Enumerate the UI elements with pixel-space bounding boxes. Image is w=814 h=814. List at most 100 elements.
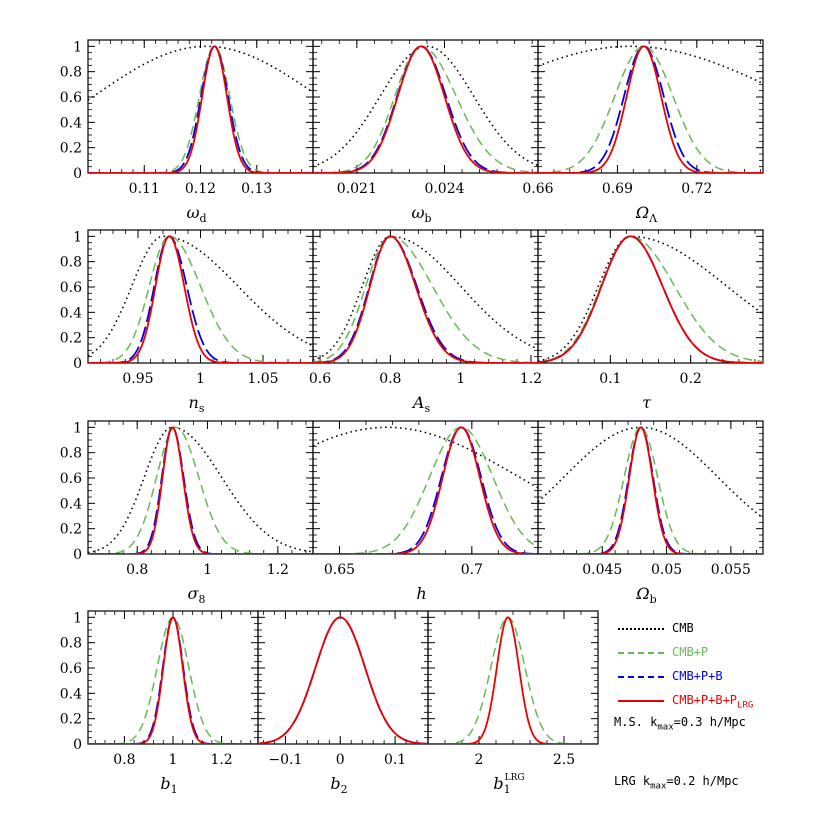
curve-cmb-p-b-plrg (428, 616, 598, 744)
x-axis-label: ns (189, 393, 205, 415)
x-tick-label: 0.6 (309, 371, 331, 387)
note-ms-sub: max (657, 722, 674, 733)
y-tick-label: 0.8 (60, 65, 82, 81)
x-tick-label: 0.72 (681, 181, 712, 197)
x-tick-label: 1 (456, 371, 465, 387)
x-axis-label: ωd (186, 203, 206, 225)
x-tick-label: 0.12 (185, 181, 216, 197)
panel-frame (537, 229, 764, 364)
x-axis-label: b1 (160, 774, 177, 796)
curve-cmb (88, 426, 313, 554)
y-tick-label: 1 (73, 39, 82, 55)
curve-cmb-p-b-plrg (88, 235, 313, 363)
x-tick-label: 0.13 (241, 181, 272, 197)
panel-frame (537, 39, 764, 174)
x-tick-label: 1.05 (247, 371, 278, 387)
x-axis-label: h (416, 584, 426, 603)
curve-cmb (538, 235, 763, 362)
curve-cmb-p-b (313, 45, 538, 173)
x-tick-label: 1 (203, 562, 212, 578)
curve-cmb-p-b (313, 235, 538, 363)
legend-label-cmb-p: CMB+P (672, 645, 709, 659)
x-tick-label: 0.66 (522, 181, 553, 197)
panel-frame (312, 229, 539, 364)
curve-cmb-p (538, 235, 763, 363)
curve-cmb-p-b-plrg (538, 235, 763, 363)
x-tick-label: 0.045 (582, 562, 622, 578)
y-tick-label: 1 (73, 610, 82, 626)
panel-11: −0.1 0 0.1 b2 (257, 610, 429, 796)
legend: CMB CMB+P CMB+P+B CMB+P+B+PLRG (612, 618, 808, 714)
panel-10: 0 0.2 0.4 0.6 0.8 1 0.8 1 1.2 b1 (60, 610, 259, 796)
panel-frame (87, 610, 259, 745)
x-tick-label: 0.8 (126, 562, 148, 578)
y-tick-label: 0.2 (60, 712, 82, 728)
x-tick-label: 0 (336, 752, 345, 768)
legend-label-cmb-p-b-plrg: CMB+P+B+PLRG (672, 693, 753, 710)
note-lrg-kmax: LRG kmax=0.2 h/Mpc (614, 774, 739, 791)
y-tick-label: 0.6 (60, 280, 82, 296)
x-axis-label: b2 (330, 774, 347, 796)
y-tick-label: 0.2 (60, 141, 82, 157)
legend-swatch-cmb-p-b (618, 676, 664, 678)
curve-cmb-p (313, 45, 538, 173)
curve-cmb-p-b-plrg (538, 426, 763, 554)
curve-cmb (538, 426, 763, 519)
curve-cmb-p (88, 616, 258, 744)
panel-1: 0 0.2 0.4 0.6 0.8 1 0.11 0.12 0.13 ωd (60, 39, 314, 225)
curve-cmb-p (313, 235, 538, 363)
panel-3: 0.66 0.69 0.72 ΩΛ (522, 39, 764, 225)
y-tick-label: 0 (73, 166, 82, 182)
x-tick-label: 2.5 (553, 752, 575, 768)
panel-12: 2 2.5 b1LRG (427, 610, 599, 796)
curve-cmb-p-b-plrg (88, 616, 258, 744)
curve-cmb-p (538, 426, 763, 554)
curve-cmb-p-b-plrg (313, 45, 538, 173)
x-axis-label: b1LRG (493, 773, 524, 796)
y-tick-label: 0.2 (60, 331, 82, 347)
curve-cmb-p (313, 426, 538, 554)
curve-cmb (313, 235, 538, 361)
curve-cmb-p (88, 235, 313, 363)
x-tick-label: 0.11 (129, 181, 160, 197)
x-tick-label: 0.8 (379, 371, 401, 387)
curve-cmb (538, 45, 763, 85)
x-tick-label: 1.2 (520, 371, 542, 387)
note-ms-prefix: M.S. k (614, 715, 658, 729)
y-tick-label: 0.4 (60, 115, 82, 131)
y-tick-label: 0.6 (60, 471, 82, 487)
curve-cmb (88, 45, 313, 101)
note-lrg-suffix: =0.2 h/Mpc (666, 774, 739, 788)
x-axis-label: As (411, 393, 431, 415)
curve-cmb-p-b (88, 235, 313, 363)
x-tick-label: 0.1 (384, 752, 406, 768)
y-tick-label: 0.8 (60, 636, 82, 652)
x-tick-label: 1 (169, 752, 178, 768)
legend-label-cmb-p-b-plrg-main: CMB+P+B+P (672, 693, 738, 707)
curve-cmb-p-b (538, 45, 763, 173)
curve-cmb (313, 426, 538, 489)
x-tick-label: 0.7 (461, 562, 483, 578)
legend-swatch-cmb-p-b-plrg (618, 700, 664, 702)
curve-cmb-p (538, 45, 763, 173)
legend-item-cmb-p-b-plrg: CMB+P+B+PLRG (612, 690, 808, 714)
curve-cmb-p (428, 616, 598, 744)
note-lrg-sub: max (650, 781, 667, 792)
curve-cmb-p-b-plrg (258, 616, 428, 744)
curve-cmb-p (258, 616, 428, 744)
legend-swatch-cmb-p (618, 652, 664, 654)
x-tick-label: 2 (475, 752, 484, 768)
x-tick-label: 0.021 (337, 181, 377, 197)
y-tick-label: 0.8 (60, 255, 82, 271)
panel-8: 0.65 0.7 h (312, 420, 539, 603)
note-ms-suffix: =0.3 h/Mpc (673, 715, 746, 729)
legend-item-cmb: CMB (612, 618, 808, 642)
curve-cmb (313, 45, 538, 168)
panel-2: 0.021 0.024 ωb (312, 39, 539, 225)
curve-cmb-p-b (88, 426, 313, 554)
legend-item-cmb-p-b: CMB+P+B (612, 666, 808, 690)
x-tick-label: 0.8 (113, 752, 135, 768)
legend-item-cmb-p: CMB+P (612, 642, 808, 666)
x-tick-label: −0.1 (268, 752, 302, 768)
